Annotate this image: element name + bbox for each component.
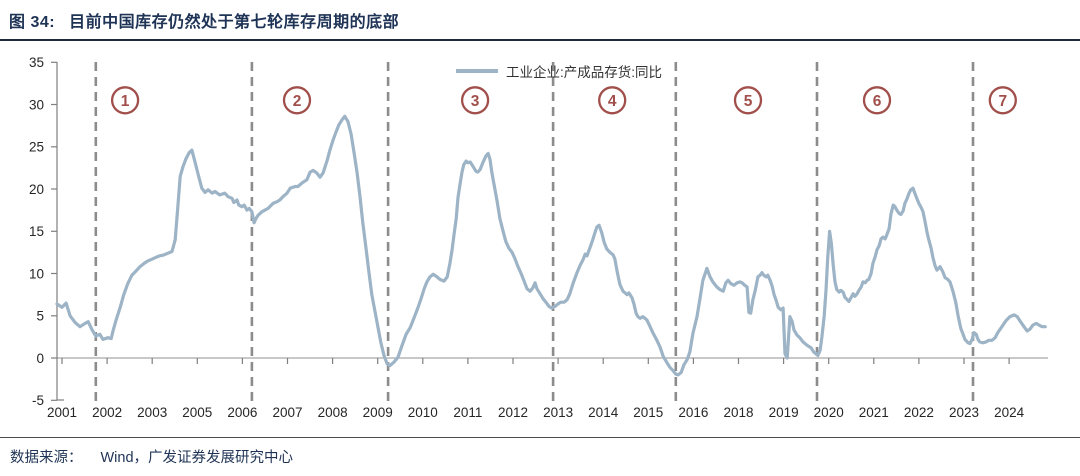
x-axis-tick-label: 2023 [949,405,979,420]
x-axis-tick-label: 2005 [182,405,212,420]
y-axis-tick-label: 5 [36,309,44,324]
x-axis-tick-label: 2001 [47,405,77,420]
x-axis-tick-label: 2020 [814,405,844,420]
x-axis-tick-label: 2011 [453,405,482,420]
x-axis-tick-label: 2008 [318,405,348,420]
y-axis-tick-label: 35 [29,55,44,70]
legend-line-swatch [456,69,498,73]
y-axis-tick-label: -5 [32,393,44,408]
cycle-number-marker-circle [733,86,763,115]
data-source-label: 数据来源： [10,450,83,466]
x-axis-tick-label: 2021 [859,405,889,420]
y-axis-tick-label: 0 [36,351,44,366]
cycle-number-marker-text: 5 [744,93,753,110]
chart-legend: 工业企业:产成品存货:同比 [456,61,662,81]
cycle-number-marker-circle [598,86,627,115]
y-axis-tick-label: 10 [29,266,44,281]
y-axis-tick-label: 15 [29,224,44,239]
y-axis-tick-label: 25 [29,140,44,155]
x-axis-tick-label: 2014 [588,405,619,420]
cycle-number-marker-text: 7 [998,93,1007,110]
legend-series-label: 工业企业:产成品存货:同比 [506,65,663,80]
cycle-number-marker-text: 2 [293,93,302,110]
x-axis-tick-label: 2015 [633,405,663,420]
x-axis-tick-label: 2010 [408,405,438,420]
cycle-number-marker-circle [862,86,892,115]
cycle-number-marker-text: 1 [121,93,130,110]
figure-number-label: 图 34: [9,14,56,31]
cycle-number-marker-circle [988,86,1017,115]
x-axis-tick-label: 2006 [227,405,257,420]
x-axis-tick-label: 2013 [543,405,573,420]
cycle-number-marker-text: 3 [471,93,480,110]
x-axis-tick-label: 2002 [92,405,122,420]
footer-divider-rule [0,437,1080,438]
x-axis-tick-label: 2016 [678,405,708,420]
x-axis-tick-label: 2019 [769,405,799,420]
inventory-yoy-series-line [55,114,1047,377]
y-axis-tick-label: 30 [29,97,44,112]
data-source-text: Wind，广发证券发展研究中心 [100,450,294,466]
cycle-number-marker-circle [282,86,312,115]
x-axis-tick-label: 2012 [498,405,528,420]
x-axis-tick-label: 2022 [904,405,934,420]
y-axis-tick-label: 20 [29,182,44,197]
figure-header: 图 34: 目前中国库存仍然处于第七轮库存周期的底部 [9,8,399,32]
cycle-number-marker-circle [460,86,490,115]
x-axis-tick-label: 2009 [363,405,393,420]
x-axis-tick-label: 2007 [272,405,302,420]
x-axis-tick-label: 2024 [994,405,1025,420]
figure-title: 目前中国库存仍然处于第七轮库存周期的底部 [69,14,400,31]
x-axis-tick-label: 2018 [723,405,753,420]
title-divider-rule [0,39,1080,41]
cycle-number-marker-circle [110,86,140,115]
cycle-number-marker-text: 4 [608,93,617,110]
data-source-footer: 数据来源： Wind，广发证券发展研究中心 [10,446,293,467]
x-axis-tick-label: 2003 [137,405,167,420]
cycle-number-marker-text: 6 [873,93,882,110]
